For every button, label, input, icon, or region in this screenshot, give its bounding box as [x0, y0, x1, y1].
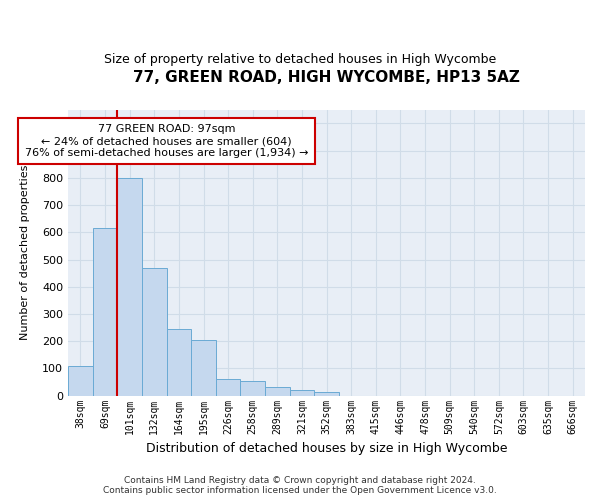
- Bar: [216, 380, 241, 396]
- Bar: [290, 390, 314, 396]
- Bar: [265, 388, 290, 396]
- Bar: [93, 228, 118, 396]
- Bar: [314, 392, 339, 396]
- Bar: [68, 366, 93, 396]
- Bar: [241, 380, 265, 396]
- X-axis label: Distribution of detached houses by size in High Wycombe: Distribution of detached houses by size …: [146, 442, 508, 455]
- Bar: [118, 178, 142, 396]
- Text: Size of property relative to detached houses in High Wycombe: Size of property relative to detached ho…: [104, 52, 496, 66]
- Title: 77, GREEN ROAD, HIGH WYCOMBE, HP13 5AZ: 77, GREEN ROAD, HIGH WYCOMBE, HP13 5AZ: [133, 70, 520, 85]
- Y-axis label: Number of detached properties: Number of detached properties: [20, 165, 30, 340]
- Bar: [191, 340, 216, 396]
- Text: 77 GREEN ROAD: 97sqm
← 24% of detached houses are smaller (604)
76% of semi-deta: 77 GREEN ROAD: 97sqm ← 24% of detached h…: [25, 124, 308, 158]
- Bar: [167, 329, 191, 396]
- Bar: [142, 268, 167, 396]
- Text: Contains HM Land Registry data © Crown copyright and database right 2024.
Contai: Contains HM Land Registry data © Crown c…: [103, 476, 497, 495]
